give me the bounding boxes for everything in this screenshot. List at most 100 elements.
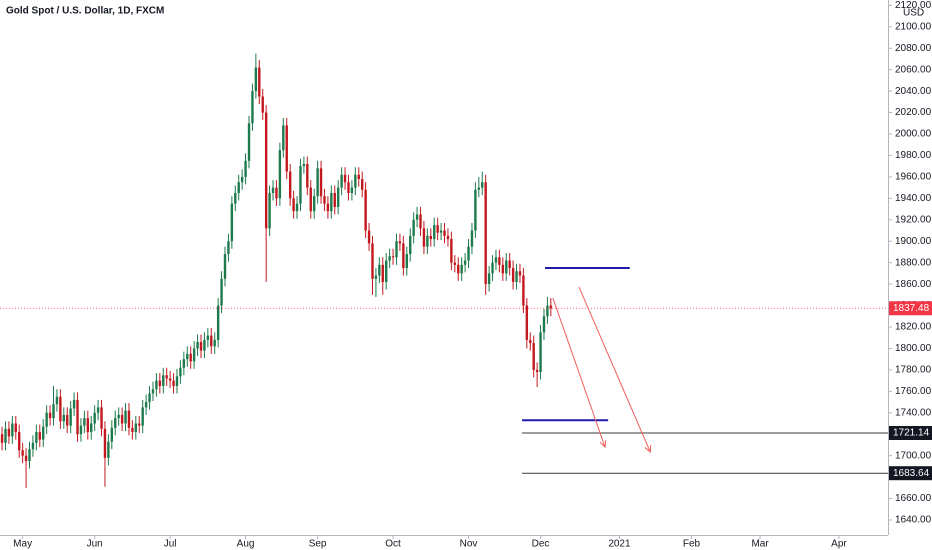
candle-body (100, 407, 103, 429)
candle-body (549, 305, 553, 309)
candle-body (90, 423, 93, 433)
candle-body (66, 414, 69, 426)
candle-body (227, 241, 230, 255)
candle-body (515, 271, 518, 282)
candle-body (546, 305, 549, 317)
candle-body (391, 256, 395, 258)
candle-body (354, 174, 357, 188)
y-tick-label: 1900.00 (895, 236, 932, 247)
x-tick-label: Jul (164, 539, 177, 550)
candle-body (244, 160, 247, 177)
y-tick-label: 2020.00 (895, 107, 932, 118)
candle-body (251, 91, 254, 124)
candle-body (415, 214, 419, 220)
x-tick-label: Nov (460, 539, 478, 550)
candle-body (491, 262, 494, 274)
candle-body (330, 192, 333, 212)
candle-body (7, 428, 11, 437)
y-tick-label: 1940.00 (895, 193, 932, 204)
candle-body (11, 423, 14, 437)
candle-body (498, 257, 501, 265)
candle-body (433, 225, 436, 240)
candle-body (192, 348, 196, 362)
y-tick-label: 2100.00 (895, 21, 932, 32)
candle-body (343, 174, 347, 183)
candle-body (412, 219, 415, 236)
candle-body (148, 393, 151, 403)
candle-body (398, 241, 402, 244)
candle-body (402, 243, 405, 269)
y-tick-label: 2120.00 (895, 0, 932, 11)
y-tick-label: 1960.00 (895, 172, 932, 183)
candle-body (151, 389, 155, 394)
candle-body (542, 316, 546, 333)
candle-body (357, 174, 360, 180)
y-tick-label: 2040.00 (895, 86, 932, 97)
candle-body (470, 230, 474, 247)
candle-body (165, 375, 168, 379)
candle-body (395, 241, 398, 258)
arrow (552, 297, 607, 449)
candle-body (326, 203, 330, 212)
candle-body (494, 257, 498, 263)
candle-body (367, 230, 371, 244)
candle-body (511, 268, 515, 282)
candle-body (429, 235, 432, 240)
candle-body (141, 407, 144, 426)
candle-body (69, 408, 72, 426)
candle-body (158, 380, 162, 386)
candle-body (340, 174, 343, 188)
candle-body (134, 423, 138, 433)
candle-body (107, 441, 110, 458)
candle-body (295, 203, 299, 212)
candle-body (436, 225, 439, 233)
candle-body (237, 182, 240, 193)
candle-body (0, 434, 4, 443)
candle-body (42, 426, 45, 440)
candle-body (31, 442, 35, 450)
candle-body (347, 182, 350, 193)
candle-body (213, 339, 216, 347)
candle-body (525, 305, 529, 340)
candle-body (385, 260, 388, 282)
candle-body (18, 432, 21, 451)
candle-body (168, 378, 172, 381)
candle-body (467, 246, 470, 261)
candle-body (223, 254, 227, 279)
candle-body (38, 432, 41, 440)
candle-body (230, 203, 234, 242)
chart-title: Gold Spot / U.S. Dollar, 1D, FXCM (6, 6, 164, 17)
candle-body (292, 198, 295, 212)
candle-body (120, 414, 124, 424)
candle-body (268, 192, 271, 229)
x-tick-label: May (13, 539, 32, 550)
candle-body (189, 353, 192, 362)
arrow (578, 286, 652, 454)
candle-body (388, 256, 391, 261)
candle-body (79, 425, 83, 435)
y-tick-label: 2080.00 (895, 43, 932, 54)
candle-body (62, 414, 65, 422)
y-tick-label: 1640.00 (895, 515, 932, 526)
candle-body (258, 67, 261, 97)
candle-body (333, 192, 336, 207)
candle-body (14, 423, 17, 433)
x-tick-label: Oct (385, 539, 401, 550)
candle-body (117, 414, 120, 419)
candle-body (505, 260, 508, 274)
candle-body (76, 399, 79, 435)
candle-body (288, 171, 292, 199)
candle-body (131, 427, 134, 433)
candle-body (103, 428, 107, 458)
candle-body (86, 418, 90, 433)
candle-body (110, 427, 114, 442)
candle-body (378, 264, 381, 276)
x-tick-label: 2021 (608, 539, 631, 550)
y-tick-label: 1780.00 (895, 365, 932, 376)
candle-body (460, 264, 463, 274)
candle-body (532, 343, 535, 370)
x-tick-label: Aug (237, 539, 255, 550)
y-tick-label: 1980.00 (895, 150, 932, 161)
